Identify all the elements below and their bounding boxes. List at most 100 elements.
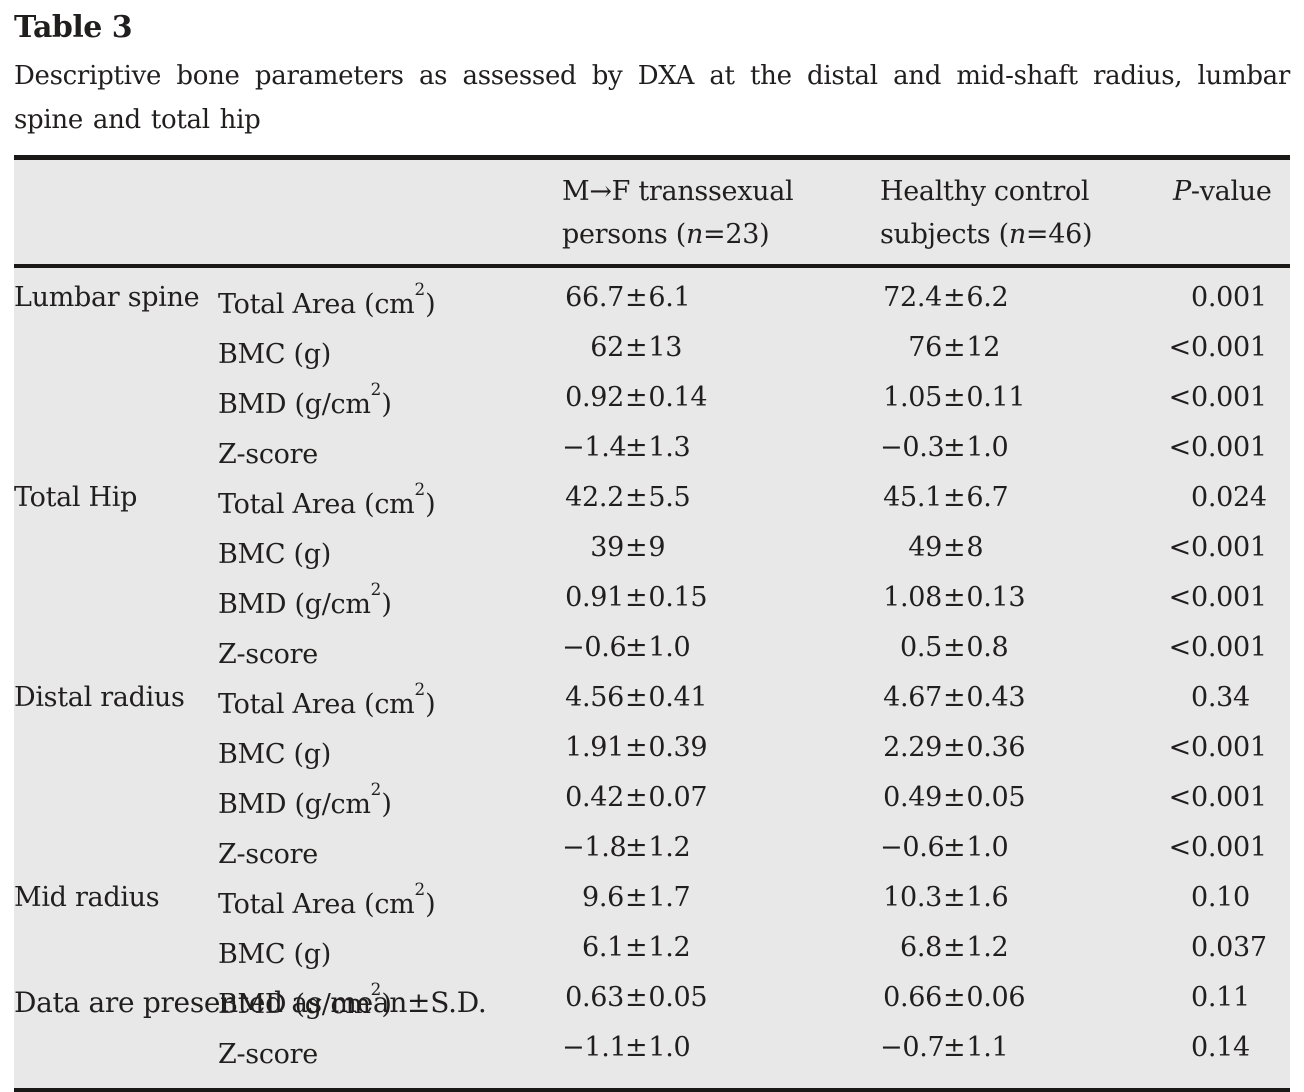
transsexual-value: −0.6 ±1.0 — [562, 632, 691, 663]
control-value: 1.05 ±0.11 — [883, 382, 1026, 413]
site-label: Total Hip — [14, 482, 138, 513]
p-value: <0.001 — [1168, 632, 1267, 663]
site-label: Mid radius — [14, 882, 160, 913]
parameter-label: Total Area (cm2) — [218, 679, 436, 720]
italic-n: n — [685, 219, 704, 250]
p-value: <0.001 — [1168, 582, 1267, 613]
parameter-label: BMD (g/cm2) — [218, 779, 392, 820]
control-value: 2.29 ±0.36 — [883, 732, 1026, 763]
p-value: <0.001 — [1168, 332, 1267, 363]
transsexual-value: 0.63 ±0.05 — [565, 982, 708, 1013]
transsexual-value: 0.91 ±0.15 — [565, 582, 708, 613]
table-row: BMD (g/cm2) 0.42 ±0.07 0.49 ±0.05 <0.001 — [14, 776, 1290, 826]
transsexual-value: 1.91 ±0.39 — [565, 732, 708, 763]
site-label — [14, 326, 218, 376]
site-label: Distal radius — [14, 682, 185, 713]
p-value: 0.34 — [1191, 682, 1250, 713]
table-header-row: M→F transsexual persons (n=23) Healthy c… — [14, 160, 1290, 268]
superscript-2: 2 — [370, 579, 382, 600]
header-control-group: Healthy control subjects (n=46) — [880, 170, 1165, 256]
control-value: 45.1 ±6.7 — [883, 482, 1009, 513]
site-label — [14, 376, 218, 426]
table-footnote: Data are presented as mean±S.D. — [14, 986, 487, 1019]
site-label — [14, 626, 218, 676]
header-site-spacer — [14, 170, 218, 256]
parameter-label: BMD (g/cm2) — [218, 979, 392, 1020]
control-value: −0.3 ±1.0 — [880, 432, 1009, 463]
site-label — [14, 526, 218, 576]
transsexual-value: 66.7 ±6.1 — [565, 282, 691, 313]
transsexual-value: 42.2 ±5.5 — [565, 482, 691, 513]
control-value: 76 ±12 — [908, 332, 1001, 363]
table-row: Distal radius Total Area (cm2) 4.56 ±0.41… — [14, 676, 1290, 726]
italic-p: P — [1173, 176, 1191, 207]
superscript-2: 2 — [414, 879, 426, 900]
italic-n: n — [1008, 219, 1026, 250]
p-value: 0.037 — [1191, 932, 1267, 963]
control-value: 0.49 ±0.05 — [883, 782, 1026, 813]
transsexual-value: −1.8 ±1.2 — [562, 832, 691, 863]
table-row: BMC (g) 6.1 ±1.2 6.8 ±1.2 0.037 — [14, 926, 1290, 976]
table-number-title: Table 3 — [14, 10, 133, 45]
table-row: Z-score −0.6 ±1.0 0.5 ±0.8 <0.001 — [14, 626, 1290, 676]
p-value: <0.001 — [1168, 532, 1267, 563]
superscript-2: 2 — [414, 479, 426, 500]
transsexual-value: 9.6 ±1.7 — [581, 882, 691, 913]
site-label — [14, 776, 218, 826]
table-row: Mid radius Total Area (cm2) 9.6 ±1.7 10.3… — [14, 876, 1290, 926]
p-value: 0.024 — [1191, 482, 1267, 513]
superscript-2: 2 — [370, 779, 382, 800]
p-value: <0.001 — [1168, 832, 1267, 863]
superscript-2: 2 — [370, 379, 382, 400]
table-row: BMC (g) 62 ±13 76 ±12 <0.001 — [14, 326, 1290, 376]
table-row: Z-score −1.4 ±1.3 −0.3 ±1.0 <0.001 — [14, 426, 1290, 476]
control-value: 6.8 ±1.2 — [899, 932, 1009, 963]
table-caption: Descriptive bone parameters as assessed … — [14, 61, 1290, 135]
header-parameter-spacer — [218, 170, 562, 256]
site-label — [14, 576, 218, 626]
table-row: Total Hip Total Area (cm2) 42.2 ±5.5 45.1… — [14, 476, 1290, 526]
data-table: M→F transsexual persons (n=23) Healthy c… — [14, 155, 1290, 1092]
table-row: BMD (g/cm2) 0.91 ±0.15 1.08 ±0.13 <0.001 — [14, 576, 1290, 626]
header-control-line2: subjects (n=46) — [880, 219, 1093, 250]
parameter-label: BMC (g) — [218, 739, 331, 770]
parameter-label: Total Area (cm2) — [218, 479, 436, 520]
header-p-value: P-value — [1173, 176, 1272, 207]
parameter-label: Total Area (cm2) — [218, 879, 436, 920]
site-label: Lumbar spine — [14, 282, 200, 313]
control-value: 0.5 ±0.8 — [899, 632, 1009, 663]
p-value: <0.001 — [1168, 782, 1267, 813]
table-row: BMD (g/cm2) 0.92 ±0.14 1.05 ±0.11 <0.001 — [14, 376, 1290, 426]
transsexual-value: 0.92 ±0.14 — [565, 382, 708, 413]
parameter-label: BMD (g/cm2) — [218, 579, 392, 620]
control-value: 0.66 ±0.06 — [883, 982, 1026, 1013]
control-value: 1.08 ±0.13 — [883, 582, 1026, 613]
superscript-2: 2 — [414, 679, 426, 700]
transsexual-value: 62 ±13 — [590, 332, 683, 363]
paper-page: Table 3 Descriptive bone parameters as a… — [14, 10, 1290, 1092]
parameter-label: BMD (g/cm2) — [218, 379, 392, 420]
table-row: Lumbar spine Total Area (cm2) 66.7 ±6.1 7… — [14, 276, 1290, 326]
p-value: <0.001 — [1168, 432, 1267, 463]
site-label — [14, 726, 218, 776]
site-label — [14, 426, 218, 476]
site-label — [14, 926, 218, 976]
header-transsexual-line2: persons (n=23) — [562, 219, 770, 250]
transsexual-value: −1.4 ±1.3 — [562, 432, 691, 463]
parameter-label: BMC (g) — [218, 939, 331, 970]
transsexual-value: 4.56 ±0.41 — [565, 682, 708, 713]
superscript-2: 2 — [414, 279, 426, 300]
p-value: <0.001 — [1168, 732, 1267, 763]
control-value: 49 ±8 — [908, 532, 984, 563]
table-row: BMC (g) 1.91 ±0.39 2.29 ±0.36 <0.001 — [14, 726, 1290, 776]
transsexual-value: 0.42 ±0.07 — [565, 782, 708, 813]
p-value: <0.001 — [1168, 382, 1267, 413]
table-row: Z-score −1.8 ±1.2 −0.6 ±1.0 <0.001 — [14, 826, 1290, 876]
parameter-label: BMC (g) — [218, 339, 331, 370]
table-row: BMD (g/cm2) 0.63 ±0.05 0.66 ±0.06 0.11 — [14, 976, 1290, 1026]
parameter-label: Total Area (cm2) — [218, 279, 436, 320]
header-transsexual-line1: M→F transsexual — [562, 176, 794, 207]
p-value: 0.10 — [1191, 882, 1250, 913]
transsexual-value: 6.1 ±1.2 — [581, 932, 691, 963]
p-value: 0.001 — [1191, 282, 1267, 313]
